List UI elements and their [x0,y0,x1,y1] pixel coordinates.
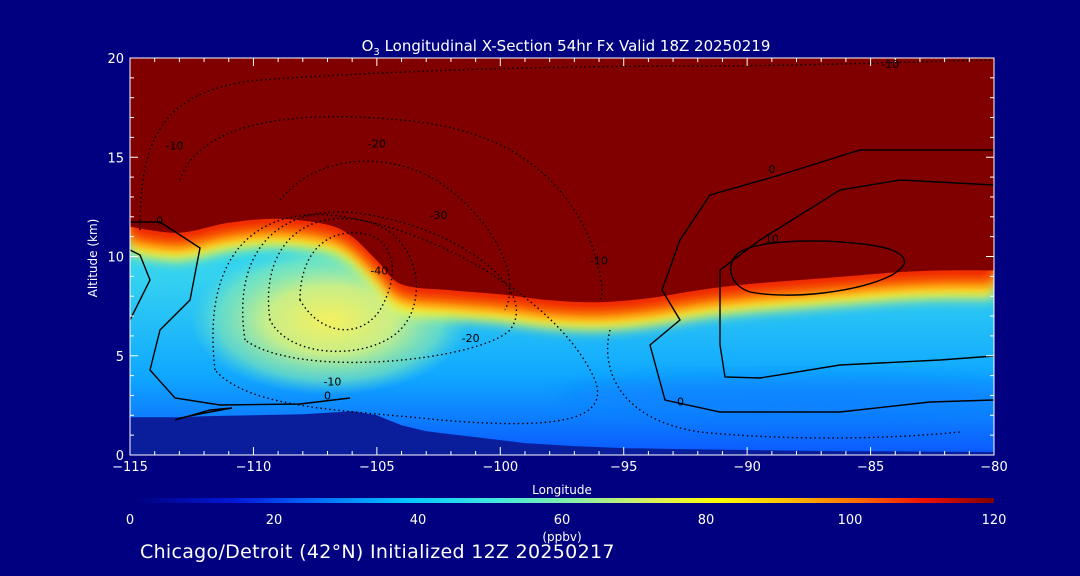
colorbar-tick-label: 120 [982,513,1007,528]
y-tick-label: 20 [107,52,124,67]
contour-lines [130,59,994,439]
colorbar-tick-label: 0 [126,513,134,528]
contour-label: -20 [462,332,480,345]
contour-label: 0 [156,215,163,228]
colorbar-tick-label: 20 [266,513,283,528]
plot-area [130,58,994,455]
contour-zero-west [130,221,351,406]
x-tick-label: −110 [236,460,272,475]
contour-label: -20 [368,137,386,150]
x-tick-label: −95 [610,460,637,475]
x-axis-label: Longitude [532,483,592,497]
footer-caption: Chicago/Detroit (42°N) Initialized 12Z 2… [140,541,615,563]
contour-label: 0 [324,389,331,402]
colorbar-tick-label: 40 [410,513,427,528]
stratosphere-fill [130,58,994,303]
y-axis-ticks: 0 5 10 15 20 [107,52,994,464]
x-tick-label: −80 [980,460,1007,475]
y-tick-label: 10 [107,251,124,266]
contour-label: -40 [370,264,388,277]
low-ozone-band [560,377,994,413]
colorbar-tick-label: 100 [838,513,863,528]
contour-neg30 [279,160,511,311]
colorbar [130,498,994,503]
contour-zero-west2 [130,249,151,321]
contour-neg10-upper [139,59,994,231]
contour-label: 10 [765,233,779,246]
x-axis-ticks: −115 −110 −105 −100 −95 −90 −85 −80 [112,58,1008,475]
contour-zero-east [649,149,994,413]
colorbar-tick-label: 60 [554,513,571,528]
contour-label: -10 [590,254,608,267]
contour-label: 0 [677,395,684,408]
contour-label: -30 [430,209,448,222]
contour-label: 0 [768,163,775,176]
contour-label: -10 [323,376,341,389]
x-tick-label: −115 [112,460,148,475]
y-tick-label: 5 [116,350,124,365]
x-tick-label: −85 [857,460,884,475]
chart-title: O3 Longitudinal X-Section 54hr Fx Valid … [362,37,771,58]
terrain-fill [130,411,994,455]
contour-neg10-east [606,329,961,439]
y-tick-label: 0 [116,449,124,464]
contour-10 [730,240,905,296]
colorbar-ticks: 0 20 40 60 80 100 120 [126,513,1007,528]
contour-neg30-lower [267,217,418,353]
contour-label: -10 [165,139,183,152]
x-tick-label: −90 [733,460,760,475]
contour-label: -10 [881,58,899,71]
colorbar-tick-label: 80 [698,513,715,528]
x-tick-label: −100 [482,460,518,475]
colorbar-unit-label: (ppbv) [542,530,581,544]
y-axis-label: Altitude (km) [86,219,100,298]
contour-zero-terrain [174,407,233,421]
y-tick-label: 15 [107,151,124,166]
x-tick-label: −105 [359,460,395,475]
contour-zero-east-inner [719,179,994,379]
contour-neg20-lower [242,211,517,364]
